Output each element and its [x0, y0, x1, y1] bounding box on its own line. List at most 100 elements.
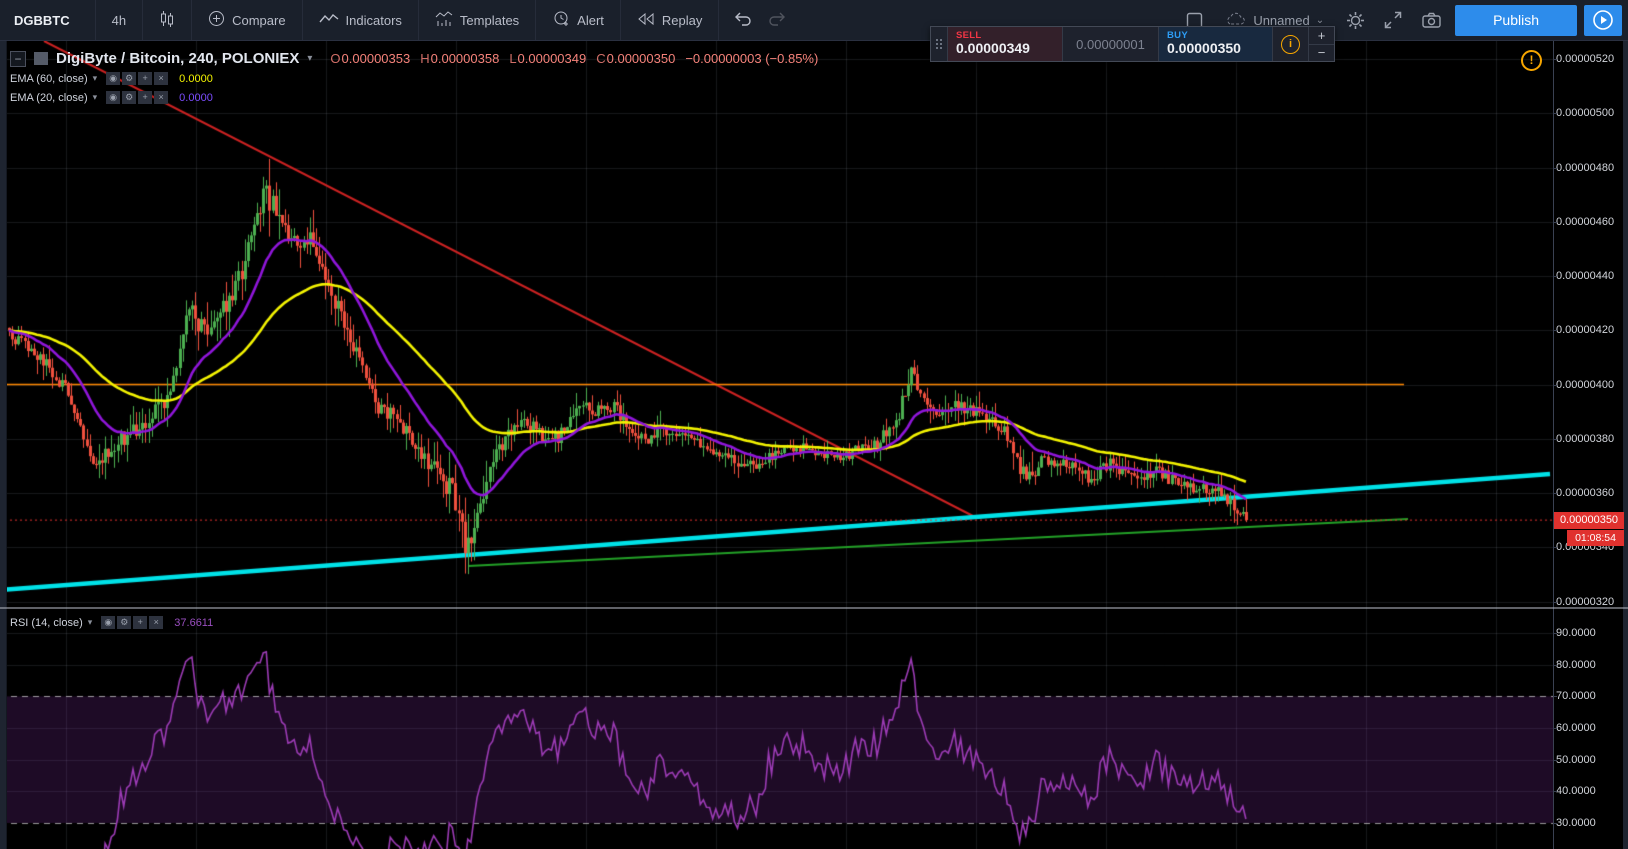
redo-button[interactable]	[767, 12, 787, 29]
axis-label: 40.0000	[1553, 783, 1622, 799]
eye-icon[interactable]: ◉	[101, 616, 116, 629]
snapshot-camera-button[interactable]	[1414, 0, 1448, 41]
add-icon[interactable]: +	[138, 91, 153, 104]
axis-label: 0.00000500	[1553, 105, 1622, 121]
cloud-icon	[1225, 12, 1247, 29]
alert-button[interactable]: Alert	[536, 0, 621, 40]
sell-price: 0.00000349	[956, 40, 1030, 56]
templates-label: Templates	[459, 12, 520, 28]
gear-icon[interactable]: ⚙	[117, 616, 132, 629]
sell-button[interactable]: SELL 0.00000349	[948, 27, 1062, 61]
gear-icon[interactable]: ⚙	[122, 72, 137, 85]
buy-price: 0.00000350	[1167, 40, 1241, 56]
study-row-ema60[interactable]: EMA (60, close) ▾ ◉ ⚙ + × 0.0000	[10, 71, 818, 86]
open-value: O0.00000353	[330, 51, 411, 66]
compare-icon	[208, 10, 225, 30]
axis-label: 0.00000360	[1553, 485, 1622, 501]
ohlc-values: O0.00000353 H0.00000358 L0.00000349 C0.0…	[330, 51, 818, 66]
symbol-label: DGBBTC	[14, 12, 70, 28]
templates-icon	[435, 10, 453, 30]
add-icon[interactable]: +	[138, 72, 153, 85]
close-icon[interactable]: ×	[149, 616, 164, 629]
data-warning-icon[interactable]: !	[1521, 50, 1542, 71]
candlestick-icon	[159, 10, 175, 31]
order-info-button[interactable]: i	[1272, 27, 1308, 61]
indicators-button[interactable]: Indicators	[303, 0, 419, 40]
spread-value: 0.00000001	[1062, 27, 1158, 61]
replay-label: Replay	[661, 12, 703, 28]
close-value: C0.00000350	[596, 51, 676, 66]
axis-label: 0.00000400	[1553, 377, 1622, 393]
axis-label: 80.0000	[1553, 657, 1622, 673]
decrease-button[interactable]: −	[1309, 43, 1334, 62]
order-quantity-steppers: + −	[1308, 27, 1334, 61]
axis-label: 70.0000	[1553, 688, 1622, 704]
alert-label: Alert	[577, 12, 604, 28]
chart-style-button[interactable]	[143, 0, 193, 40]
rsi-legend: RSI (14, close) ▾ ◉ ⚙ + × 37.6611	[10, 611, 213, 630]
buy-button[interactable]: BUY 0.00000350	[1158, 27, 1272, 61]
price-axis-border	[1553, 41, 1554, 849]
ema20-label: EMA (20, close)	[10, 91, 88, 104]
fullscreen-button[interactable]	[1376, 0, 1410, 41]
indicators-icon	[319, 13, 339, 28]
axis-label: 30.0000	[1553, 815, 1622, 831]
buy-label: BUY	[1167, 30, 1188, 41]
symbol-title-caret-icon[interactable]: ▾	[307, 53, 313, 64]
close-icon[interactable]: ×	[154, 91, 169, 104]
axis-label: 0.00000380	[1553, 431, 1622, 447]
indicators-label: Indicators	[345, 12, 402, 28]
interval-button[interactable]: 4h	[96, 0, 144, 40]
study-row-ema20[interactable]: EMA (20, close) ▾ ◉ ⚙ + × 0.0000	[10, 90, 818, 105]
symbol-button[interactable]: DGBBTC	[0, 0, 96, 40]
replay-button[interactable]: Replay	[621, 0, 720, 40]
undo-button[interactable]	[733, 12, 753, 29]
drag-dots-icon	[936, 39, 942, 49]
order-panel: SELL 0.00000349 0.00000001 BUY 0.0000035…	[930, 26, 1335, 62]
eye-icon[interactable]: ◉	[106, 72, 121, 85]
ema60-controls: ◉ ⚙ + ×	[106, 72, 169, 85]
publish-button[interactable]: Publish	[1455, 4, 1577, 36]
axis-label: 0.00000480	[1553, 160, 1622, 176]
order-panel-drag-handle[interactable]	[931, 27, 948, 61]
axis-label: 0.00000320	[1553, 594, 1622, 610]
compare-button[interactable]: Compare	[192, 0, 303, 40]
rsi-value: 37.6611	[174, 616, 214, 629]
ema60-caret-icon: ▾	[92, 73, 98, 83]
left-drawing-toolbar-collapsed[interactable]	[0, 41, 7, 849]
replay-icon	[637, 12, 655, 29]
legend-collapse-button[interactable]: −	[10, 50, 26, 67]
layout-name-menu[interactable]: Unnamed ⌄	[1215, 12, 1334, 29]
sell-label: SELL	[956, 30, 982, 41]
interval-label: 4h	[111, 12, 127, 28]
chevron-down-icon: ⌄	[1315, 14, 1325, 26]
info-icon: i	[1281, 34, 1300, 54]
settings-button[interactable]	[1338, 0, 1372, 41]
eye-icon[interactable]: ◉	[106, 91, 121, 104]
rsi-label: RSI (14, close)	[10, 616, 83, 629]
axis-label: 0.00000420	[1553, 322, 1622, 338]
symbol-thumbnail-icon[interactable]	[34, 52, 48, 65]
pane-separator[interactable]	[0, 607, 1628, 609]
compare-label: Compare	[232, 12, 286, 28]
axis-label: 90.0000	[1553, 625, 1622, 641]
high-value: H0.00000358	[420, 51, 500, 66]
close-icon[interactable]: ×	[154, 72, 169, 85]
chart-plot-canvas[interactable]	[0, 41, 1553, 849]
current-price-tag: 0.00000350	[1554, 512, 1624, 529]
study-row-rsi[interactable]: RSI (14, close) ▾ ◉ ⚙ + × 37.6611	[10, 615, 213, 630]
add-icon[interactable]: +	[133, 616, 148, 629]
axis-label: 60.0000	[1553, 720, 1622, 736]
layout-name-label: Unnamed	[1253, 12, 1310, 28]
increase-button[interactable]: +	[1317, 27, 1326, 43]
gear-icon[interactable]: ⚙	[122, 91, 137, 104]
symbol-title[interactable]: DigiByte / Bitcoin, 240, POLONIEX	[56, 50, 300, 67]
right-edge-strip	[1623, 41, 1628, 849]
history-arrows	[719, 0, 801, 40]
play-idea-button[interactable]	[1584, 4, 1622, 36]
change-value: −0.00000003 (−0.85%)	[685, 51, 819, 66]
templates-button[interactable]: Templates	[419, 0, 537, 40]
ema20-controls: ◉ ⚙ + ×	[106, 91, 169, 104]
rsi-caret-icon: ▾	[87, 617, 93, 627]
